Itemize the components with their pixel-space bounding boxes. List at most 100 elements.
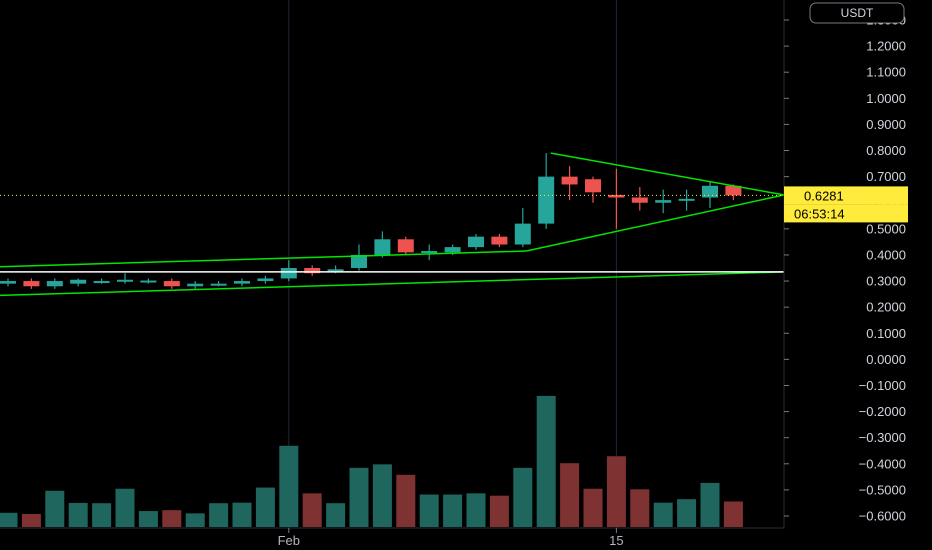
candlesticks: [0, 153, 742, 289]
upper-channel-line: [0, 250, 527, 268]
candle-body: [702, 185, 718, 198]
volume-bar: [630, 489, 650, 527]
volume-bar: [302, 493, 322, 527]
candle-body: [655, 200, 672, 203]
price-tick-label: 0.9000: [866, 117, 906, 132]
candle-body: [374, 239, 391, 255]
price-tick-label: 0.7000: [866, 169, 906, 184]
candle-body: [304, 268, 321, 274]
candle-body: [140, 280, 157, 283]
candle-body: [327, 269, 344, 272]
volume-bar: [279, 445, 299, 527]
candle-body: [585, 179, 601, 193]
candle-body: [257, 278, 274, 282]
volume-bar: [536, 395, 556, 527]
price-tick-label: 0.8000: [866, 143, 906, 158]
candle-body: [163, 281, 180, 287]
volume-bar: [677, 499, 697, 527]
last-price-tag: 0.6281 06:53:14: [784, 186, 908, 223]
volume-bar: [606, 456, 626, 527]
bar-countdown: 06:53:14: [794, 206, 845, 221]
candle-body: [234, 281, 250, 284]
candle-body: [187, 283, 204, 287]
volume-bar: [0, 512, 18, 527]
price-tick-label: −0.6000: [859, 509, 906, 524]
volume-bar: [92, 503, 112, 527]
candle-body: [678, 198, 695, 201]
price-tick-label: −0.3000: [859, 430, 906, 445]
volume-bar: [723, 501, 743, 527]
volume-bar: [489, 495, 509, 527]
candle-body: [725, 185, 742, 196]
candle-body: [351, 254, 367, 268]
volume-bar: [700, 482, 720, 527]
volume-bar: [443, 494, 463, 527]
currency-label: USDT: [841, 6, 874, 20]
volume-bar: [162, 510, 182, 527]
volume-bar: [372, 464, 392, 527]
volume-bar: [255, 487, 275, 527]
price-tick-label: 0.5000: [866, 221, 906, 236]
last-price-value: 0.6281: [804, 188, 844, 203]
volume-bar: [583, 488, 603, 527]
volume-bar: [232, 502, 252, 527]
price-tick-label: 1.0000: [866, 91, 906, 106]
volume-bar: [466, 493, 486, 527]
candle-body: [444, 247, 461, 253]
volume-bar: [68, 502, 88, 527]
candle-body: [631, 197, 648, 203]
candle-body: [117, 279, 133, 282]
time-tick-label: Feb: [278, 533, 300, 548]
volume-bar: [396, 474, 416, 527]
time-axis[interactable]: Feb 15: [278, 528, 624, 548]
price-tick-label: 1.2000: [866, 39, 906, 54]
price-tick-label: 0.1000: [866, 326, 906, 341]
currency-badge[interactable]: USDT: [809, 2, 905, 24]
candle-body: [0, 281, 16, 284]
lower-channel-line: [0, 271, 785, 297]
candle-body: [561, 176, 578, 185]
price-axis[interactable]: 1.30001.20001.10001.00000.90000.80000.70…: [784, 13, 906, 524]
volume-bar: [326, 503, 346, 527]
candle-body: [23, 281, 40, 287]
volume-bar: [653, 502, 673, 527]
volume-bar: [349, 467, 369, 527]
price-tick-label: 0.2000: [866, 300, 906, 315]
countdown-background: [784, 204, 908, 223]
candle-body: [514, 223, 531, 245]
volume-bar: [209, 503, 229, 527]
volume-bar: [419, 494, 439, 527]
price-tick-label: 0.3000: [866, 274, 906, 289]
trendlines: [0, 152, 785, 297]
price-tick-label: −0.4000: [859, 456, 906, 471]
volume-bar: [115, 488, 135, 527]
candle-body: [608, 194, 625, 198]
price-tick-label: 0.0000: [866, 352, 906, 367]
triangle-upper-line: [550, 152, 785, 196]
candle-body: [280, 268, 297, 279]
volume-bar: [560, 463, 580, 527]
candle-body: [93, 281, 110, 284]
candle-body: [468, 236, 484, 248]
price-tick-label: 1.1000: [866, 65, 906, 80]
volume-bar: [21, 513, 41, 527]
candle-body: [46, 281, 63, 287]
candle-body: [70, 279, 87, 284]
candle-body: [210, 283, 227, 286]
price-tick-label: −0.5000: [859, 482, 906, 497]
price-tag-background: [784, 186, 908, 205]
candle-body: [491, 236, 508, 245]
price-tick-label: 0.4000: [866, 247, 906, 262]
price-tick-label: −0.1000: [859, 378, 906, 393]
candle-body: [397, 239, 414, 253]
volume-bar: [138, 511, 158, 527]
currency-badge-border: [809, 2, 905, 24]
time-tick-label: 15: [609, 533, 623, 548]
volume-bar: [185, 513, 205, 527]
candle-body: [421, 251, 438, 254]
volume-bars: [0, 395, 743, 527]
price-tick-label: −0.2000: [859, 404, 906, 419]
candle-body: [538, 176, 555, 224]
